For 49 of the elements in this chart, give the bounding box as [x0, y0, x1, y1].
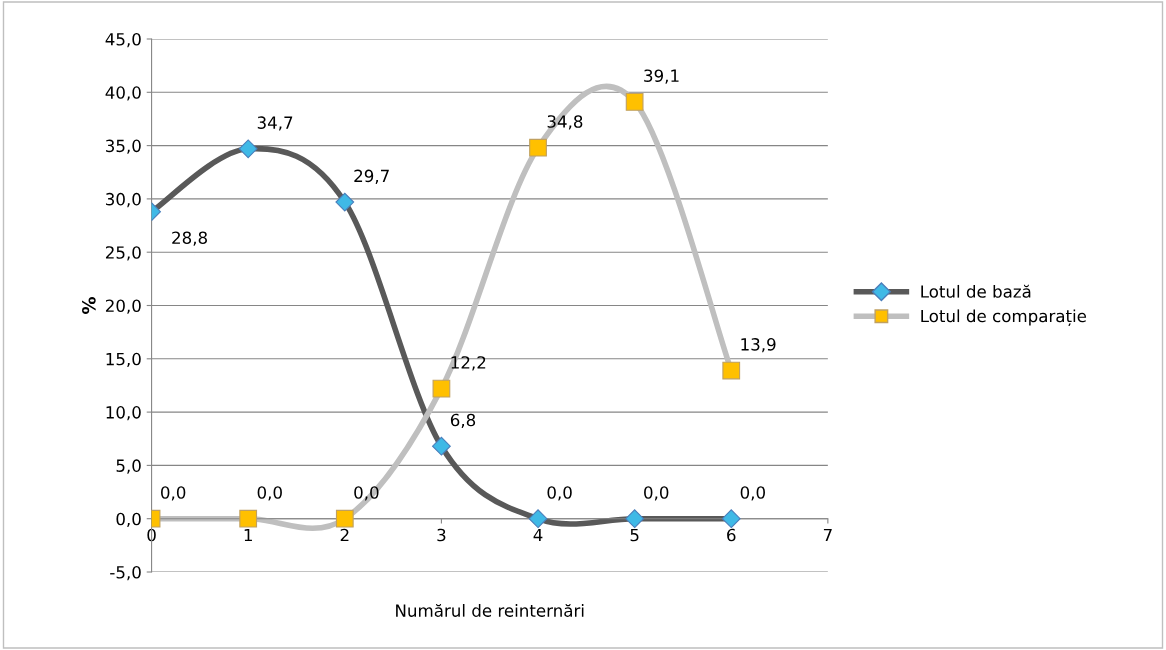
data-label: 0,0 [257, 486, 282, 501]
y-tick-label: 25,0 [105, 246, 141, 261]
x-tick-label: 1 [244, 528, 252, 542]
point [335, 192, 355, 212]
x-tick-label: 4 [533, 528, 543, 542]
y-tick-label: 40,0 [105, 86, 141, 101]
data-label: 0,0 [547, 486, 572, 501]
x-tick-label: 7 [823, 528, 832, 542]
y-tick-label: 15,0 [106, 352, 141, 368]
point [528, 509, 548, 529]
data-label: 28,8 [172, 231, 207, 246]
y-tick-label: 20,0 [105, 299, 141, 314]
point [625, 93, 644, 111]
point [529, 138, 547, 157]
data-label: 34,8 [547, 115, 583, 130]
y-axis-title: % [82, 297, 96, 314]
data-label: 29,7 [354, 169, 389, 184]
point [721, 509, 741, 529]
x-tick-label: 3 [437, 528, 446, 542]
point [432, 379, 451, 398]
point [238, 139, 258, 159]
y-tick-label: 35,0 [106, 139, 141, 154]
y-tick-label: 30,0 [106, 192, 141, 208]
data-label: 0,0 [161, 486, 186, 501]
y-tick-label: 45,0 [105, 32, 141, 48]
y-tick-label: 10,0 [106, 406, 141, 421]
data-label: 39,1 [644, 69, 679, 84]
data-label: 13,9 [741, 338, 776, 353]
point [239, 509, 258, 528]
x-tick-label: 0 [147, 528, 156, 542]
point [432, 436, 451, 456]
legend-label: Lotul de comparație [921, 309, 1087, 327]
data-label: 0,0 [740, 486, 765, 501]
point [625, 509, 645, 529]
data-label: 34,7 [257, 116, 293, 131]
x-tick-label: 2 [340, 528, 349, 542]
legend-label: Lotul de bază [921, 284, 1031, 298]
point [722, 361, 741, 380]
point [335, 509, 354, 528]
x-tick-label: 5 [630, 528, 639, 542]
y-tick-label: -5,0 [110, 565, 141, 581]
x-tick-label: 6 [727, 528, 736, 542]
data-label: 0,0 [354, 486, 379, 501]
y-tick-label: 0,0 [116, 512, 141, 527]
data-label: 12,2 [451, 356, 486, 371]
y-tick-label: 5,0 [116, 459, 141, 474]
data-label: 6,8 [450, 413, 476, 429]
x-axis-title: Numărul de reinternări [396, 603, 584, 617]
data-label: 0,0 [644, 486, 669, 501]
